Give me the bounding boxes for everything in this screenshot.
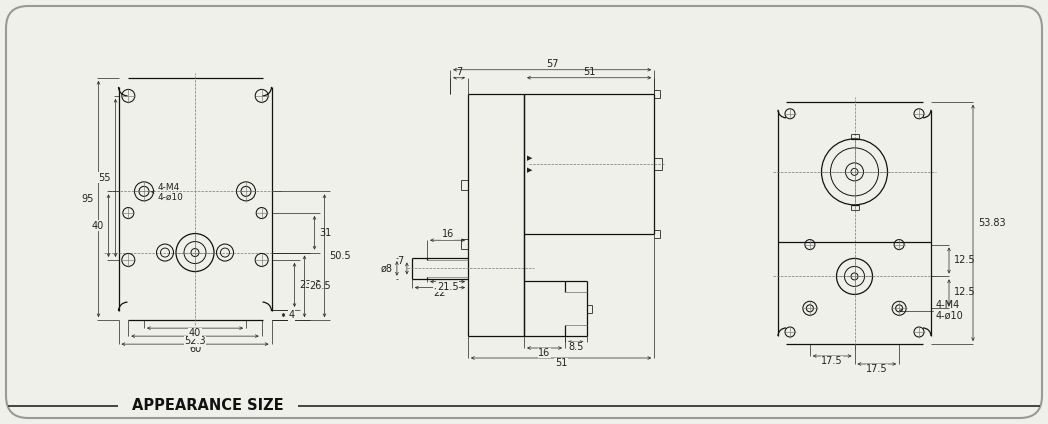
Text: 52.3: 52.3 — [184, 336, 205, 346]
Text: ▶: ▶ — [527, 167, 532, 173]
Text: 40: 40 — [189, 328, 201, 338]
Text: 16: 16 — [539, 348, 550, 358]
Text: 17.5: 17.5 — [822, 356, 843, 366]
Text: 26.5: 26.5 — [309, 282, 331, 291]
Text: 51: 51 — [583, 67, 595, 77]
Text: 12.5: 12.5 — [954, 287, 976, 297]
Text: 55: 55 — [99, 173, 110, 183]
Text: 17.5: 17.5 — [866, 364, 888, 374]
Text: 7: 7 — [397, 257, 403, 266]
Text: 16: 16 — [441, 229, 454, 239]
Text: 50.5: 50.5 — [329, 251, 351, 261]
Text: 4-M4: 4-M4 — [158, 183, 180, 192]
Text: APPEARANCE SIZE: APPEARANCE SIZE — [132, 399, 284, 413]
Text: 12.5: 12.5 — [954, 256, 976, 265]
Text: 57: 57 — [546, 59, 559, 69]
Text: 4: 4 — [288, 310, 294, 320]
Text: 21.5: 21.5 — [437, 282, 458, 292]
Text: 60: 60 — [189, 344, 201, 354]
Text: 23.6: 23.6 — [300, 280, 321, 290]
Text: 95: 95 — [81, 194, 93, 204]
Text: 8.5: 8.5 — [568, 342, 584, 352]
Text: 7: 7 — [456, 67, 462, 77]
Text: ø8: ø8 — [380, 263, 393, 273]
Text: 53.83: 53.83 — [978, 218, 1006, 228]
Text: 4-ø10: 4-ø10 — [936, 311, 964, 321]
FancyBboxPatch shape — [6, 6, 1042, 418]
Text: ▶: ▶ — [527, 155, 532, 161]
Text: 31: 31 — [320, 228, 332, 238]
Text: 51: 51 — [554, 358, 567, 368]
Text: 4-M4: 4-M4 — [936, 300, 960, 310]
Text: 40: 40 — [91, 220, 104, 231]
Text: 4-ø10: 4-ø10 — [158, 193, 183, 202]
Text: 22: 22 — [434, 287, 446, 298]
